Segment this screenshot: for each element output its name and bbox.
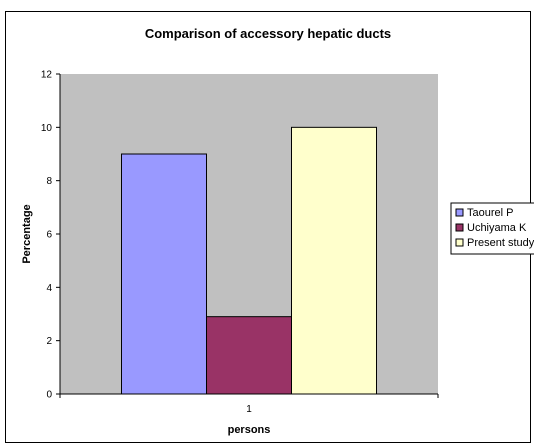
- y-tick-label: 12: [41, 70, 53, 81]
- legend-swatch: [455, 223, 464, 232]
- chart-title: Comparison of accessory hepatic ducts: [145, 26, 391, 41]
- axes-group: 0 2 4 6 8 10 12 1: [41, 70, 439, 415]
- legend-label: Uchiyama K: [467, 222, 527, 234]
- legend: Taourel P Uchiyama K Present study: [450, 202, 534, 255]
- y-tick-label: 4: [46, 283, 52, 294]
- y-tick-label: 8: [46, 176, 52, 187]
- y-tick-label: 0: [46, 390, 52, 401]
- legend-swatch: [455, 238, 464, 247]
- bars-group: [121, 126, 377, 395]
- legend-box: [450, 202, 534, 255]
- x-axis-label: persons: [228, 424, 271, 436]
- bar-uchiyama-k: [206, 316, 292, 395]
- x-tick-label: 1: [246, 404, 252, 415]
- y-tick-label: 2: [46, 336, 52, 347]
- y-axis-label: Percentage: [21, 204, 33, 263]
- y-tick-label: 10: [41, 123, 53, 134]
- bar-present-study: [291, 126, 377, 395]
- bar-taourel-p: [121, 153, 207, 395]
- legend-label: Taourel P: [467, 207, 513, 219]
- y-tick-label: 6: [46, 230, 52, 241]
- legend-label: Present study: [467, 237, 534, 249]
- legend-swatch: [455, 208, 464, 217]
